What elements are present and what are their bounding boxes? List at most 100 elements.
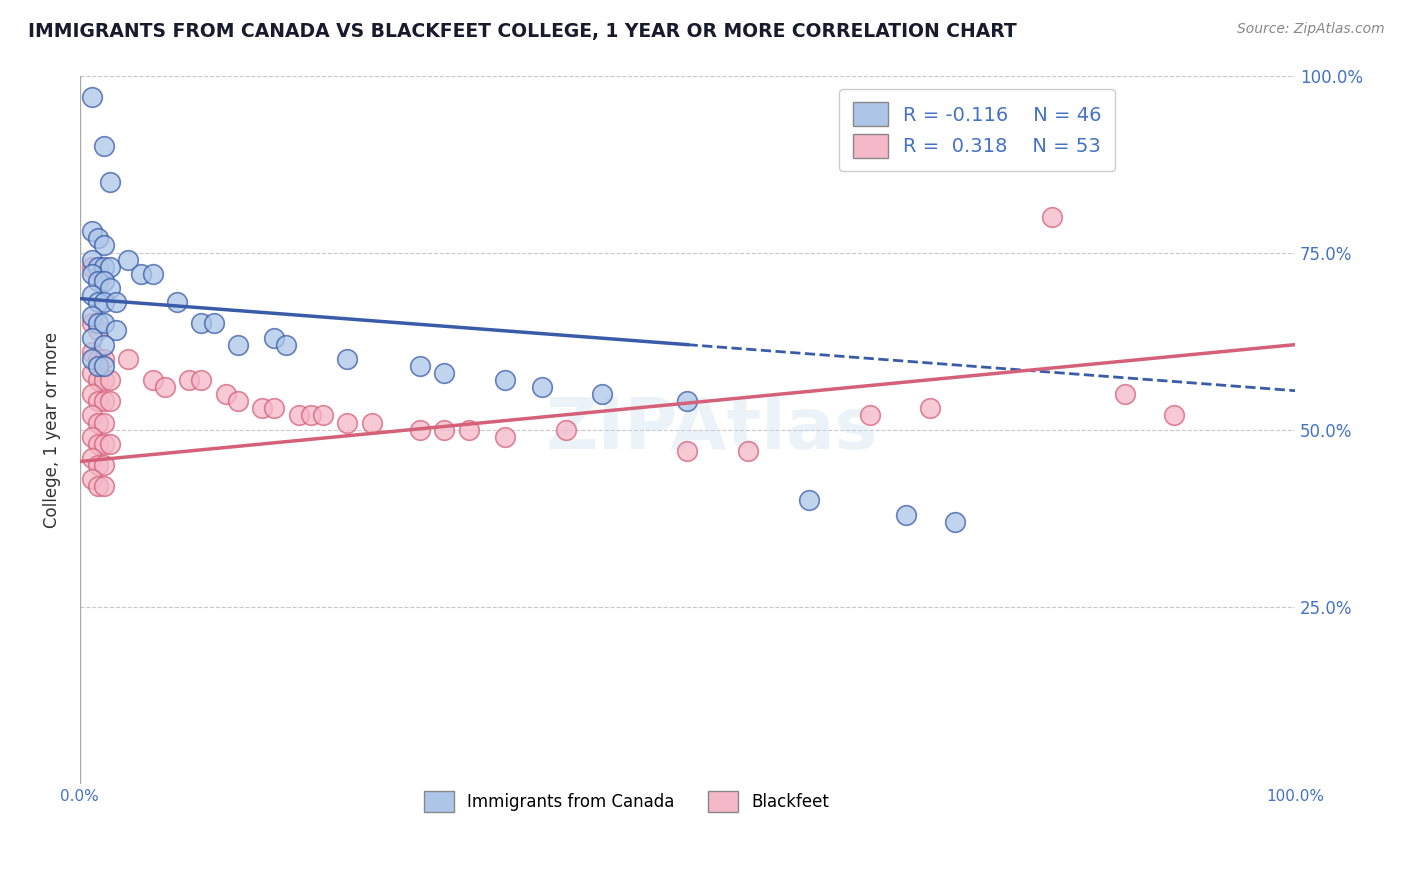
Point	[179, 373, 201, 387]
Point	[87, 317, 110, 331]
Point	[93, 337, 115, 351]
Point	[80, 310, 103, 324]
Point	[457, 423, 479, 437]
Point	[87, 359, 110, 373]
Point	[80, 344, 103, 359]
Point	[336, 351, 359, 366]
Point	[80, 330, 103, 344]
Point	[943, 515, 966, 529]
Point	[93, 317, 115, 331]
Point	[80, 387, 103, 401]
Point	[859, 409, 882, 423]
Text: Source: ZipAtlas.com: Source: ZipAtlas.com	[1237, 22, 1385, 37]
Point	[494, 373, 516, 387]
Point	[80, 288, 103, 302]
Point	[299, 409, 322, 423]
Point	[336, 416, 359, 430]
Point	[215, 387, 238, 401]
Point	[87, 295, 110, 310]
Point	[93, 458, 115, 472]
Point	[433, 423, 456, 437]
Point	[80, 351, 103, 366]
Text: ZIPAtlas: ZIPAtlas	[546, 395, 879, 464]
Point	[93, 437, 115, 451]
Point	[80, 366, 103, 380]
Point	[117, 351, 139, 366]
Point	[276, 337, 298, 351]
Point	[93, 394, 115, 409]
Point	[93, 139, 115, 153]
Point	[93, 373, 115, 387]
Point	[98, 281, 121, 295]
Point	[80, 267, 103, 281]
Point	[1040, 210, 1063, 224]
Point	[87, 260, 110, 274]
Point	[87, 231, 110, 245]
Point	[129, 267, 152, 281]
Point	[190, 317, 212, 331]
Point	[87, 323, 110, 337]
Legend: Immigrants from Canada, Blackfeet: Immigrants from Canada, Blackfeet	[411, 778, 842, 825]
Point	[93, 238, 115, 252]
Point	[80, 472, 103, 486]
Point	[263, 330, 285, 344]
Point	[409, 423, 432, 437]
Point	[409, 359, 432, 373]
Point	[98, 394, 121, 409]
Point	[250, 401, 273, 416]
Point	[1163, 409, 1185, 423]
Point	[93, 274, 115, 288]
Point	[226, 394, 249, 409]
Point	[226, 337, 249, 351]
Point	[117, 252, 139, 267]
Point	[87, 373, 110, 387]
Point	[98, 373, 121, 387]
Point	[93, 260, 115, 274]
Point	[93, 351, 115, 366]
Point	[105, 295, 128, 310]
Text: IMMIGRANTS FROM CANADA VS BLACKFEET COLLEGE, 1 YEAR OR MORE CORRELATION CHART: IMMIGRANTS FROM CANADA VS BLACKFEET COLL…	[28, 22, 1017, 41]
Point	[87, 437, 110, 451]
Point	[87, 351, 110, 366]
Point	[93, 416, 115, 430]
Point	[98, 437, 121, 451]
Point	[920, 401, 942, 416]
Point	[591, 387, 613, 401]
Point	[80, 252, 103, 267]
Y-axis label: College, 1 year or more: College, 1 year or more	[44, 332, 60, 528]
Point	[676, 443, 699, 458]
Point	[494, 430, 516, 444]
Point	[555, 423, 578, 437]
Point	[98, 175, 121, 189]
Point	[797, 493, 820, 508]
Point	[87, 274, 110, 288]
Point	[433, 366, 456, 380]
Point	[896, 508, 918, 522]
Point	[142, 373, 165, 387]
Point	[80, 224, 103, 238]
Point	[166, 295, 188, 310]
Point	[87, 458, 110, 472]
Point	[202, 317, 225, 331]
Point	[93, 479, 115, 493]
Point	[80, 430, 103, 444]
Point	[190, 373, 212, 387]
Point	[93, 359, 115, 373]
Point	[287, 409, 309, 423]
Point	[263, 401, 285, 416]
Point	[105, 323, 128, 337]
Point	[142, 267, 165, 281]
Point	[80, 89, 103, 103]
Point	[87, 416, 110, 430]
Point	[530, 380, 553, 394]
Point	[312, 409, 335, 423]
Point	[153, 380, 176, 394]
Point	[360, 416, 382, 430]
Point	[80, 450, 103, 465]
Point	[80, 409, 103, 423]
Point	[80, 260, 103, 274]
Point	[80, 317, 103, 331]
Point	[87, 479, 110, 493]
Point	[737, 443, 759, 458]
Point	[93, 295, 115, 310]
